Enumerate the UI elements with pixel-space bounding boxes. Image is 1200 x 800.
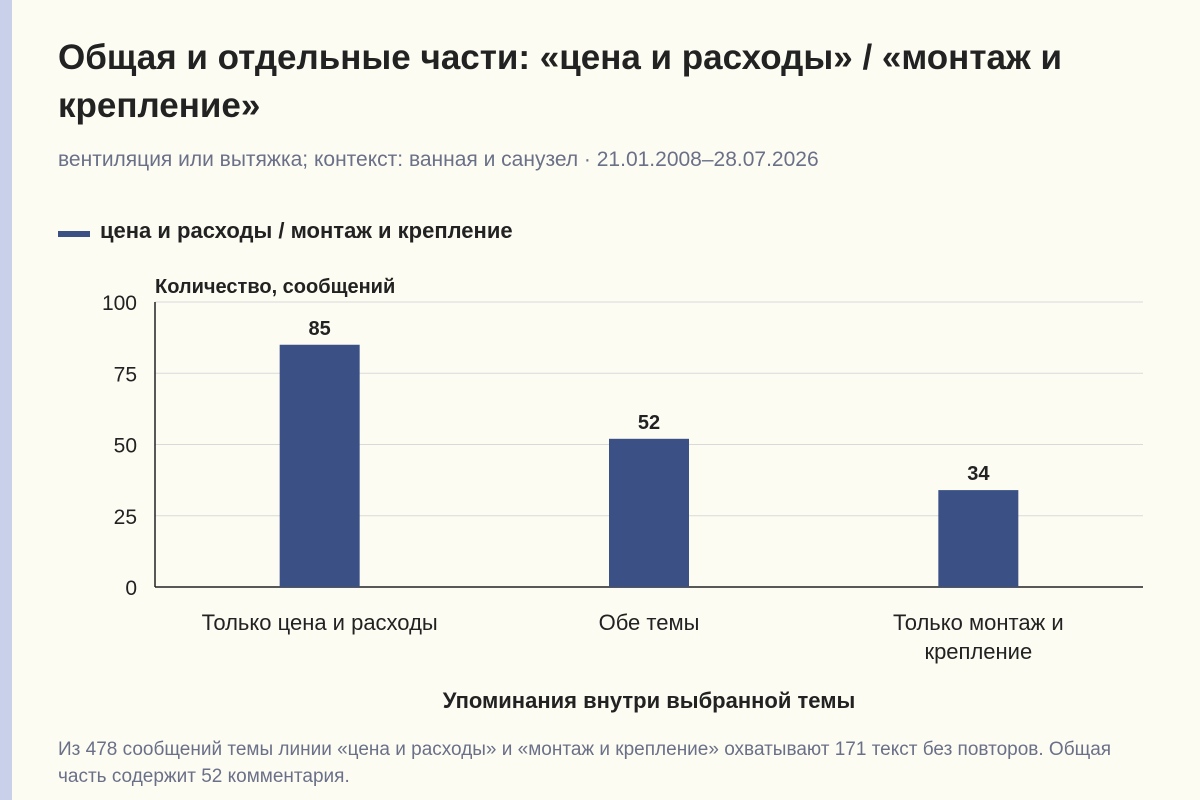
y-tick-label: 0	[125, 577, 137, 600]
x-tick-label: Только монтаж и крепление	[893, 610, 1064, 664]
bar-data-label: 52	[638, 412, 660, 434]
bar	[279, 344, 360, 587]
x-axis-label: Упоминания внутри выбранной темы	[443, 688, 856, 713]
bar-data-label: 34	[967, 463, 990, 485]
legend-label: цена и расходы / монтаж и крепление	[100, 218, 513, 243]
chart-subtitle: вентиляция или вытяжка; контекст: ванная…	[58, 148, 819, 171]
y-axis-label: Количество, сообщений	[155, 276, 395, 298]
y-tick-label: 50	[114, 435, 137, 458]
y-tick-label: 25	[114, 506, 137, 529]
bar	[938, 490, 1019, 587]
legend: цена и расходы / монтаж и крепление	[58, 218, 513, 244]
bar	[609, 438, 689, 587]
y-tick-label: 75	[114, 363, 137, 386]
footnote: Из 478 сообщений темы линии «цена и расх…	[58, 739, 1112, 787]
left-accent-stripe	[0, 0, 12, 800]
y-tick-label: 100	[102, 292, 137, 315]
bar-chart: 0 25 50 75 100 Количество, сообщений 85 Только …	[102, 276, 1143, 713]
bar-data-label: 85	[309, 318, 331, 340]
x-tick-label: Обе темы	[599, 610, 700, 635]
x-tick-label: Только цена и расходы	[202, 610, 438, 635]
chart-title: Общая и отдельные части: «цена и расходы…	[58, 38, 1062, 125]
legend-swatch	[58, 231, 90, 237]
